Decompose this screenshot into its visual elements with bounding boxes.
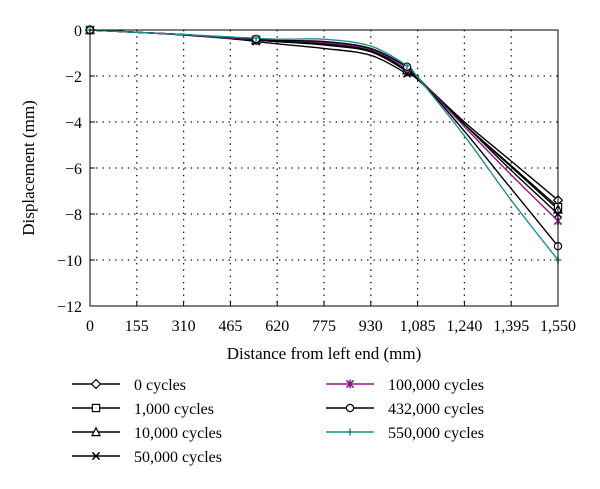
y-tick-label: −6 bbox=[65, 161, 82, 178]
legend-marker bbox=[91, 403, 101, 413]
x-tick-label: 1,085 bbox=[400, 318, 436, 335]
x-tick-label: 620 bbox=[265, 318, 289, 335]
legend-marker bbox=[91, 426, 101, 437]
legend-item: 432,000 cycles bbox=[326, 401, 484, 418]
legend-label: 432,000 cycles bbox=[388, 401, 484, 418]
legend-label: 0 cycles bbox=[134, 377, 186, 394]
series-lines bbox=[89, 29, 559, 261]
x-tick-label: 1,395 bbox=[493, 318, 529, 335]
x-tick-label: 465 bbox=[218, 318, 242, 335]
series-line bbox=[89, 29, 559, 261]
legend-label: 100,000 cycles bbox=[388, 377, 484, 394]
legend-item: 50,000 cycles bbox=[72, 449, 222, 466]
legend-item: 0 cycles bbox=[72, 377, 186, 394]
x-tick-label: 310 bbox=[172, 318, 196, 335]
y-tick-label: −2 bbox=[65, 69, 82, 86]
legend-marker bbox=[345, 403, 355, 413]
legend-marker bbox=[345, 379, 355, 389]
x-tick-label: 0 bbox=[86, 318, 94, 335]
legend-label: 1,000 cycles bbox=[134, 401, 214, 418]
series-marker bbox=[403, 62, 411, 70]
grid bbox=[90, 30, 558, 306]
x-tick-label: 775 bbox=[312, 318, 336, 335]
y-tick-label: −4 bbox=[65, 115, 82, 132]
x-tick-label: 155 bbox=[125, 318, 149, 335]
legend-marker bbox=[346, 428, 354, 436]
legend-label: 10,000 cycles bbox=[134, 425, 222, 442]
x-tick-label: 930 bbox=[359, 318, 383, 335]
y-tick-label: −12 bbox=[57, 299, 82, 316]
y-tick-label: −8 bbox=[65, 207, 82, 224]
y-tick-label: −10 bbox=[57, 253, 82, 270]
y-axis-title: Displacement (mm) bbox=[19, 100, 38, 236]
legend-item: 1,000 cycles bbox=[72, 401, 214, 418]
legend-marker bbox=[91, 451, 101, 461]
legend-marker bbox=[90, 378, 102, 390]
legend-item: 10,000 cycles bbox=[72, 425, 222, 442]
legend-label: 550,000 cycles bbox=[388, 425, 484, 442]
y-tick-label: 0 bbox=[74, 23, 82, 40]
legend-item: 550,000 cycles bbox=[326, 425, 484, 442]
x-tick-label: 1,550 bbox=[540, 318, 576, 335]
axis-ticks: 0 155 310 465 620 775 930 1,085 1,240 1,395 1,550 0… bbox=[57, 23, 576, 335]
x-axis-title: Distance from left end (mm) bbox=[227, 344, 422, 363]
x-tick-label: 1,240 bbox=[446, 318, 482, 335]
legend-label: 50,000 cycles bbox=[134, 449, 222, 466]
legend: 0 cycles 1,000 cycles 10,000 cycles 50,000 … bbox=[72, 377, 484, 466]
legend-item: 100,000 cycles bbox=[326, 377, 484, 394]
series-marker bbox=[252, 34, 260, 42]
